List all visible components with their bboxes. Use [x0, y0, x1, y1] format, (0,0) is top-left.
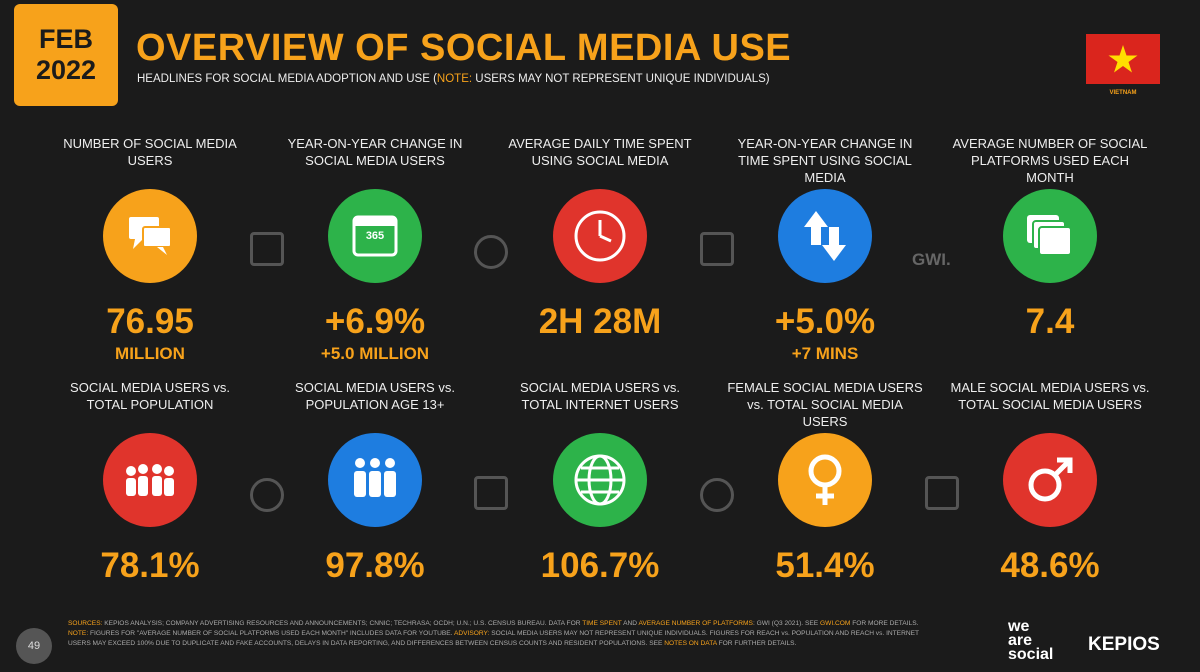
subtitle-text: USERS MAY NOT REPRESENT UNIQUE INDIVIDUA… [472, 73, 770, 85]
separator [700, 232, 734, 266]
footer-highlight: SOURCES: [68, 620, 103, 627]
stat-value: 48.6% [1000, 546, 1100, 585]
stat-value: 7.4 [1025, 302, 1075, 341]
stat-label: AVERAGE DAILY TIME SPENT USING SOCIAL ME… [508, 136, 692, 168]
stat-label: YEAR-ON-YEAR CHANGE IN SOCIAL MEDIA USER… [287, 136, 463, 168]
footer-highlight: GWI.COM [820, 620, 851, 627]
footer-highlight: ADVISORY: [453, 629, 490, 637]
stat-icon [778, 433, 872, 527]
brand-we-are-social: we are social [1008, 618, 1054, 663]
icon-glyph [808, 454, 842, 505]
footer-highlight: NOTE: [68, 629, 89, 637]
stat-icon [1003, 433, 1097, 527]
stat-card: AVERAGE DAILY TIME SPENT USING SOCIAL ME… [500, 135, 700, 341]
stat-value: 78.1% [100, 546, 200, 585]
footer-sources: SOURCES: KEPIOS ANALYSIS; COMPANY ADVERT… [68, 619, 938, 648]
title: OVERVIEW OF SOCIAL MEDIA USE [136, 27, 792, 69]
stat-icon [1003, 189, 1097, 283]
stat-icon [328, 433, 422, 527]
stat-card: NUMBER OF SOCIAL MEDIA USERS 76.95 MILLION [50, 135, 250, 364]
stat-sub: +5.0 MILLION [320, 344, 430, 363]
separator [474, 235, 508, 269]
icon-glyph [352, 215, 398, 257]
stat-label: NUMBER OF SOCIAL MEDIA USERS [63, 136, 237, 168]
subtitle: HEADLINES FOR SOCIAL MEDIA ADOPTION AND … [137, 73, 770, 85]
footer-text: SOCIAL MEDIA USERS MAY NOT REPRESENT UNI… [68, 629, 919, 647]
separator [250, 478, 284, 512]
icon-glyph [804, 211, 846, 261]
stat-icon [553, 189, 647, 283]
footer-text: FIGURES FOR "AVERAGE NUMBER OF SOCIAL PL… [88, 629, 454, 637]
separator [925, 476, 959, 510]
subtitle-note: NOTE: [436, 73, 473, 85]
stat-label: YEAR-ON-YEAR CHANGE IN TIME SPENT USING … [737, 136, 913, 185]
separator [474, 476, 508, 510]
stat-label: SOCIAL MEDIA USERS vs. TOTAL POPULATION [70, 380, 230, 412]
stat-card: MALE SOCIAL MEDIA USERS vs. TOTAL SOCIAL… [950, 379, 1150, 585]
brand-word: we [1008, 618, 1030, 635]
stat-card: YEAR-ON-YEAR CHANGE IN SOCIAL MEDIA USER… [275, 135, 475, 364]
footer-text: : GWI (Q3 2021). SEE [752, 620, 820, 627]
footer-text: FOR MORE DETAILS. [850, 620, 919, 627]
month: FEB [39, 24, 93, 54]
country: VIETNAM [1109, 90, 1137, 96]
stat-card: AVERAGE NUMBER OF SOCIAL PLATFORMS USED … [950, 135, 1150, 341]
separator [250, 232, 284, 266]
footer-text: AND [621, 620, 639, 627]
footer-highlight: TIME SPENT [582, 620, 622, 627]
gwi-mark: GWI. [912, 250, 951, 269]
stat-label: AVERAGE NUMBER OF SOCIAL PLATFORMS USED … [952, 136, 1148, 185]
icon-glyph [354, 458, 396, 497]
stat-value: 2H 28M [538, 302, 662, 341]
stat-card: SOCIAL MEDIA USERS vs. POPULATION AGE 13… [275, 379, 475, 585]
footer-highlight: NOTES ON DATA [664, 639, 717, 647]
year: 2022 [35, 55, 97, 85]
page-number: 49 [16, 628, 52, 664]
footer-highlight: AVERAGE NUMBER OF PLATFORMS [638, 620, 753, 627]
stat-sub: +7 MINS [791, 344, 859, 363]
stat-icon [553, 433, 647, 527]
icon-glyph [1028, 457, 1073, 502]
icon-glyph [129, 217, 172, 255]
stat-label: FEMALE SOCIAL MEDIA USERS vs. TOTAL SOCI… [727, 380, 923, 429]
brand-word: are [1008, 632, 1033, 649]
stat-card: FEMALE SOCIAL MEDIA USERS vs. TOTAL SOCI… [725, 379, 925, 585]
stat-value: 76.95 [106, 302, 194, 341]
stat-sub: MILLION [115, 344, 185, 363]
separator [700, 478, 734, 512]
stat-card: YEAR-ON-YEAR CHANGE IN TIME SPENT USING … [725, 135, 925, 364]
stat-value: +6.9% [324, 302, 426, 341]
icon-glyph [574, 454, 626, 506]
stat-value: 97.8% [325, 546, 425, 585]
footer-text: KEPIOS ANALYSIS; COMPANY ADVERTISING RES… [102, 620, 583, 627]
icon-glyph [1027, 215, 1072, 256]
stat-card: SOCIAL MEDIA USERS vs. TOTAL INTERNET US… [500, 379, 700, 585]
footer-text: FOR FURTHER DETAILS. [716, 639, 797, 647]
date-box: FEB 2022 [14, 4, 118, 106]
flag-star [1108, 45, 1138, 73]
stat-label: SOCIAL MEDIA USERS vs. POPULATION AGE 13… [295, 380, 455, 412]
stat-value: 51.4% [775, 546, 875, 585]
stat-icon [778, 189, 872, 283]
flag [1086, 34, 1160, 84]
stat-label: SOCIAL MEDIA USERS vs. TOTAL INTERNET US… [520, 380, 680, 412]
subtitle-text: HEADLINES FOR SOCIAL MEDIA ADOPTION AND … [137, 73, 437, 85]
stat-icon [103, 189, 197, 283]
stat-value: +5.0% [774, 302, 876, 341]
stat-icon [103, 433, 197, 527]
stat-card: SOCIAL MEDIA USERS vs. TOTAL POPULATION 7… [50, 379, 250, 585]
stat-value: 106.7% [540, 546, 660, 585]
stat-label: MALE SOCIAL MEDIA USERS vs. TOTAL SOCIAL… [950, 380, 1150, 412]
icon-glyph [126, 464, 174, 496]
brand-kepios: KEPIOS [1088, 634, 1160, 655]
icon-text: 365 [365, 230, 385, 242]
brand-word: social [1008, 646, 1054, 663]
stat-icon: 365 [328, 189, 422, 283]
icon-glyph [574, 210, 626, 262]
